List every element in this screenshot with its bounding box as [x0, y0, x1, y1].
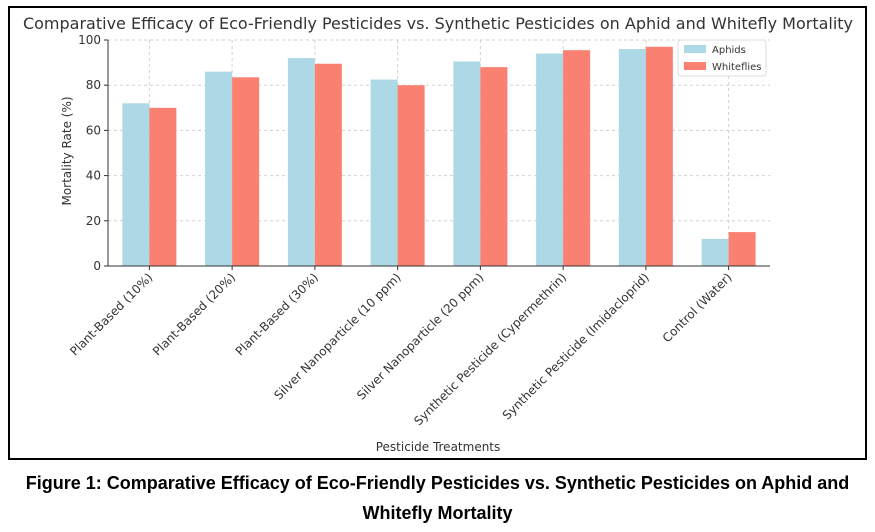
x-axis-label: Pesticide Treatments [376, 440, 501, 454]
bar-aphids [370, 79, 398, 266]
bar-aphids [701, 238, 729, 266]
figure-caption: Figure 1: Comparative Efficacy of Eco-Fr… [25, 473, 850, 523]
y-tick-label: 100 [78, 33, 101, 47]
y-tick-labels: 0 20 40 60 80 100 [78, 33, 101, 273]
bar-whiteflies [232, 77, 260, 266]
bar-whiteflies [314, 63, 342, 267]
legend-swatch [684, 62, 706, 70]
bar-aphids [536, 53, 564, 267]
bar-aphids [453, 61, 481, 266]
y-axis-label: Mortality Rate (%) [60, 96, 74, 205]
bar-whiteflies [480, 67, 508, 267]
legend-label: Whiteflies [712, 62, 762, 73]
x-tick-label: Synthetic Pesticide (Cypermethrin) [411, 270, 569, 428]
bar-whiteflies [645, 46, 673, 266]
legend-label: Aphids [712, 45, 746, 56]
bar-whiteflies [149, 107, 177, 266]
legend: Aphids Whiteflies [677, 39, 767, 77]
x-tick-label: Synthetic Pesticide (Imidacloprid) [500, 270, 652, 422]
x-tick-label: Plant-Based (20%) [150, 270, 238, 358]
bar-aphids [287, 58, 315, 266]
bar-whiteflies [397, 85, 425, 266]
y-tick-label: 0 [93, 259, 101, 273]
axes [104, 39, 770, 270]
bar-aphids [122, 103, 150, 266]
bar-aphids [205, 71, 233, 266]
y-tick-label: 20 [86, 214, 101, 228]
y-tick-label: 80 [86, 78, 101, 92]
bars [122, 46, 756, 267]
bar-whiteflies [728, 232, 756, 266]
x-tick-label: Plant-Based (10%) [67, 270, 155, 358]
x-tick-label: Plant-Based (30%) [233, 270, 321, 358]
x-tick-labels: Plant-Based (10%)Plant-Based (20%)Plant-… [67, 270, 735, 428]
y-tick-label: 40 [86, 169, 101, 183]
x-tick-label: Control (Water) [660, 270, 735, 345]
y-tick-label: 60 [86, 123, 101, 137]
legend-swatch [684, 45, 706, 53]
chart-title: Comparative Efficacy of Eco-Friendly Pes… [23, 14, 853, 33]
bar-chart: Comparative Efficacy of Eco-Friendly Pes… [23, 14, 853, 454]
bar-aphids [618, 49, 646, 266]
bar-whiteflies [563, 50, 591, 266]
